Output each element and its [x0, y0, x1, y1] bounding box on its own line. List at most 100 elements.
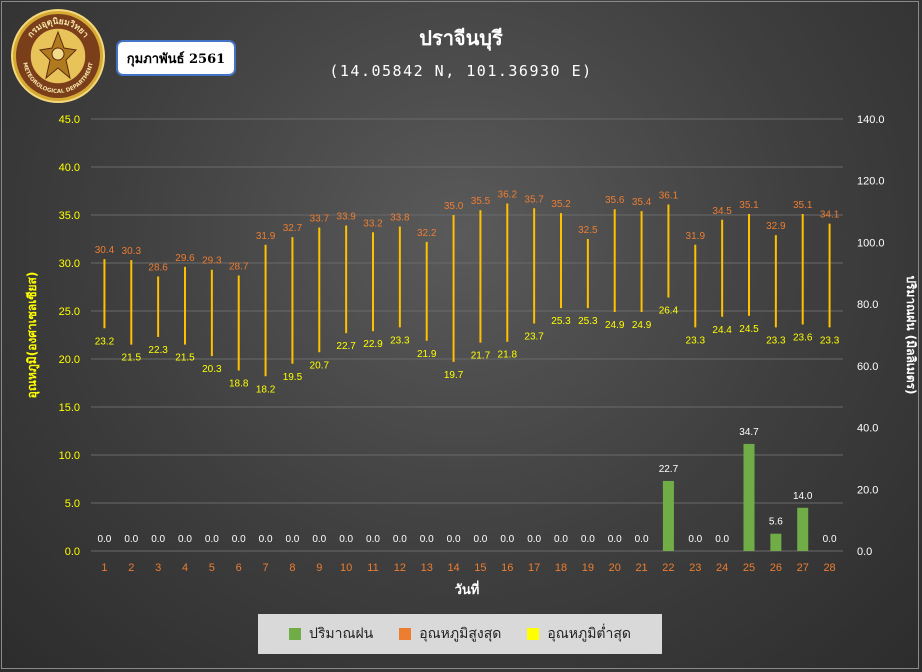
rain-data-label: 5.6: [769, 517, 783, 528]
y-left-tick-label: 35.0: [59, 210, 80, 222]
rain-data-label: 0.0: [178, 534, 192, 545]
tmax-data-label: 35.7: [524, 194, 544, 205]
month-label-box: กุมภาพันธ์ 2561: [116, 40, 236, 76]
tmin-data-label: 21.8: [498, 350, 518, 361]
legend-swatch-tmin: [527, 628, 540, 640]
tmax-data-label: 33.8: [390, 213, 410, 224]
rain-data-label: 14.0: [793, 491, 813, 502]
tmax-data-label: 29.3: [202, 256, 222, 267]
rain-data-label: 22.7: [659, 464, 679, 475]
rain-data-label: 0.0: [527, 534, 541, 545]
month-label: กุมภาพันธ์ 2561: [126, 51, 226, 67]
meteorological-department-logo: กรมอุตุนิยมวิทยา METEOROLOGICAL DEPARTME…: [10, 8, 106, 104]
tmin-data-label: 20.7: [310, 360, 330, 371]
rain-data-label: 0.0: [205, 534, 219, 545]
tmin-data-label: 23.6: [793, 332, 813, 343]
tmax-data-label: 33.2: [363, 218, 383, 229]
tmin-data-label: 23.3: [766, 335, 786, 346]
x-tick-label: 5: [209, 562, 215, 574]
tmin-data-label: 24.9: [605, 320, 625, 331]
x-tick-label: 21: [635, 562, 647, 574]
tmax-data-label: 30.4: [95, 245, 115, 256]
y-right-tick-label: 20.0: [857, 484, 878, 496]
tmax-data-label: 36.2: [498, 189, 518, 200]
tmin-data-label: 21.5: [122, 353, 142, 364]
rain-data-label: 0.0: [715, 534, 729, 545]
tmax-data-label: 32.9: [766, 221, 786, 232]
rain-bar: [743, 443, 755, 551]
rain-data-label: 0.0: [608, 534, 622, 545]
legend-swatch-tmax: [399, 628, 412, 640]
rain-data-label: 0.0: [124, 534, 138, 545]
y-left-tick-label: 40.0: [59, 162, 80, 174]
x-tick-label: 7: [263, 562, 269, 574]
y-left-axis-title: อุณหภูมิ(องศาเซลเซียส): [25, 272, 40, 399]
tmin-data-label: 21.9: [417, 349, 437, 360]
rain-data-label: 0.0: [97, 534, 111, 545]
tmax-data-label: 36.1: [659, 190, 679, 201]
rain-data-label: 0.0: [259, 534, 273, 545]
y-left-tick-label: 15.0: [59, 402, 80, 414]
rain-data-label: 0.0: [312, 534, 326, 545]
legend-label-rain: ปริมาณฝน: [308, 626, 374, 642]
legend-item-tmax: อุณหภูมิสูงสุด: [399, 623, 501, 645]
legend-swatch-rain: [288, 628, 301, 640]
tmax-data-label: 32.5: [578, 225, 598, 236]
rain-data-label: 0.0: [473, 534, 487, 545]
rain-bar: [797, 507, 809, 551]
y-left-tick-label: 45.0: [59, 114, 80, 126]
x-tick-label: 8: [289, 562, 295, 574]
x-tick-label: 6: [236, 562, 242, 574]
tmin-data-label: 22.3: [148, 345, 168, 356]
y-right-tick-label: 80.0: [857, 299, 878, 311]
tmax-data-label: 33.9: [336, 212, 356, 223]
x-tick-label: 16: [501, 562, 513, 574]
x-tick-label: 12: [394, 562, 406, 574]
x-tick-label: 14: [447, 562, 459, 574]
x-tick-label: 20: [609, 562, 621, 574]
tmin-data-label: 18.2: [256, 384, 276, 395]
tmin-data-label: 19.7: [444, 370, 464, 381]
tmin-data-label: 25.3: [551, 316, 571, 327]
x-tick-label: 9: [316, 562, 322, 574]
y-left-tick-label: 30.0: [59, 258, 80, 270]
tmax-data-label: 35.5: [471, 196, 491, 207]
chart-title: ปราจีนบุรี: [419, 26, 503, 50]
x-tick-label: 15: [474, 562, 486, 574]
x-tick-label: 2: [128, 562, 134, 574]
tmin-data-label: 23.2: [95, 336, 115, 347]
rain-data-label: 0.0: [420, 534, 434, 545]
tmax-data-label: 28.7: [229, 261, 249, 272]
tmin-data-label: 23.3: [686, 335, 706, 346]
tmin-data-label: 24.5: [739, 324, 759, 335]
tmax-data-label: 34.1: [820, 210, 840, 221]
x-tick-label: 23: [689, 562, 701, 574]
rain-data-label: 0.0: [151, 534, 165, 545]
tmax-data-label: 35.4: [632, 197, 652, 208]
tmax-data-label: 31.9: [256, 231, 276, 242]
y-right-tick-label: 100.0: [857, 237, 885, 249]
x-tick-label: 3: [155, 562, 161, 574]
rain-data-label: 0.0: [688, 534, 702, 545]
rain-data-label: 0.0: [285, 534, 299, 545]
legend-item-tmin: อุณหภูมิต่ำสุด: [527, 623, 631, 645]
tmin-data-label: 22.7: [336, 341, 356, 352]
rain-data-label: 0.0: [823, 534, 837, 545]
tmin-data-label: 23.3: [820, 335, 840, 346]
tmin-data-label: 24.4: [712, 325, 732, 336]
rain-bar: [770, 533, 782, 551]
legend-item-rain: ปริมาณฝน: [288, 623, 374, 645]
x-tick-label: 28: [823, 562, 835, 574]
x-tick-label: 19: [582, 562, 594, 574]
x-tick-label: 11: [367, 562, 378, 574]
tmin-data-label: 18.8: [229, 379, 249, 390]
tmin-data-label: 23.3: [390, 335, 410, 346]
tmin-data-label: 26.4: [659, 306, 679, 317]
rain-data-label: 0.0: [554, 534, 568, 545]
tmax-data-label: 34.5: [712, 206, 732, 217]
rain-bar: [662, 480, 674, 551]
y-right-tick-label: 60.0: [857, 361, 878, 373]
tmax-data-label: 30.3: [122, 246, 142, 257]
x-axis-title: วันที่: [455, 580, 480, 598]
tmax-data-label: 29.6: [175, 253, 195, 264]
